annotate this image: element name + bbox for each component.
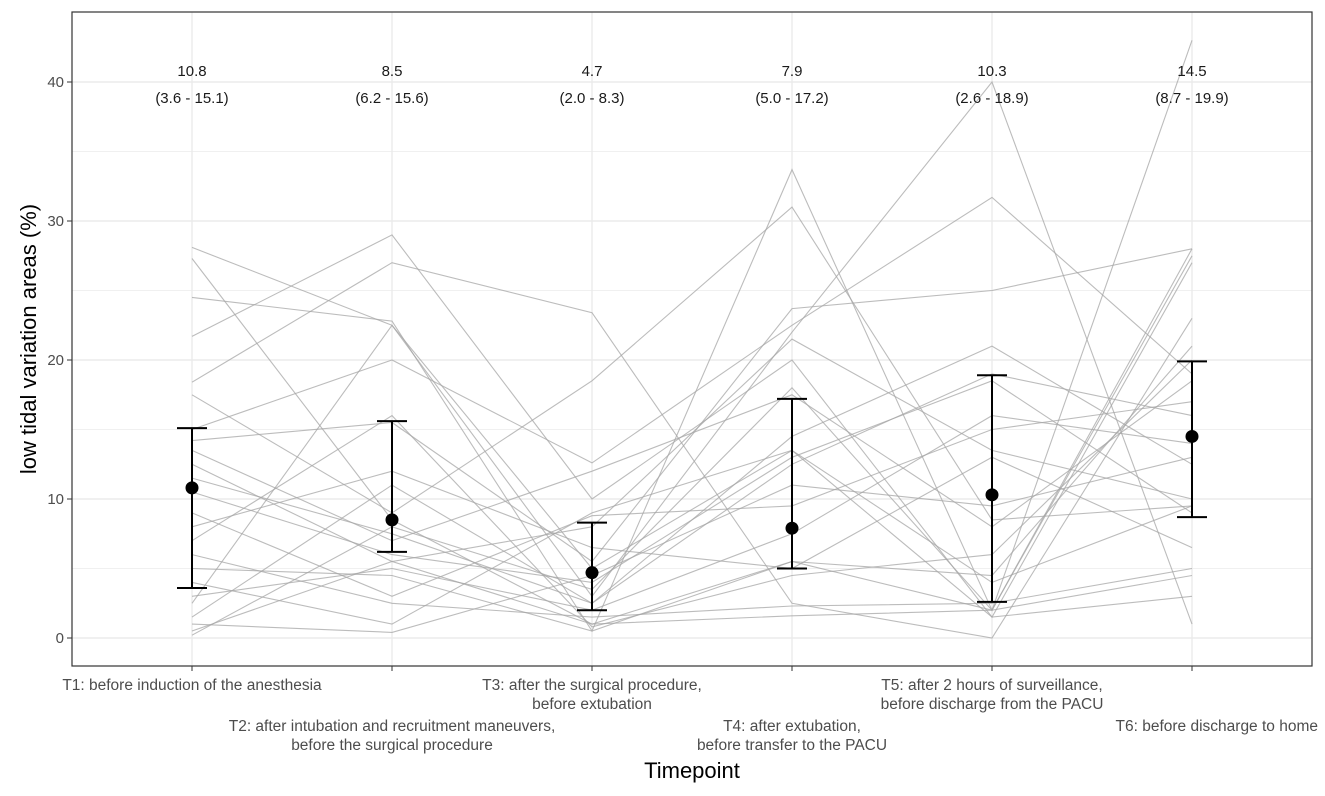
median-label: 4.7	[582, 63, 603, 80]
individual-series-line	[191, 345, 1193, 632]
range-label: (5.0 - 17.2)	[755, 90, 828, 107]
median-label: 14.5	[1177, 63, 1206, 80]
individual-series-line	[191, 80, 1193, 625]
individual-series-lines	[191, 40, 1193, 639]
median-label: 10.3	[977, 63, 1006, 80]
individual-series-line	[191, 248, 1193, 563]
individual-series-line	[191, 324, 1193, 604]
x-axis-title: Timepoint	[644, 758, 740, 783]
summary-errorbars	[177, 360, 1207, 612]
median-point	[385, 513, 399, 527]
y-tick-label: 10	[47, 491, 64, 508]
individual-series-line	[191, 255, 1193, 636]
individual-series-line	[191, 373, 1193, 618]
individual-series-line	[191, 456, 1193, 633]
x-tick-label: T6: before discharge to home	[1116, 718, 1318, 735]
x-tick-label: before extubation	[532, 696, 652, 713]
x-tick-label: T2: after intubation and recruitment man…	[229, 718, 556, 735]
individual-series-line	[191, 206, 1193, 521]
y-tick-label: 0	[56, 630, 64, 647]
median-point	[585, 566, 599, 580]
y-axis-title: low tidal variation areas (%)	[16, 204, 41, 474]
individual-series-line	[191, 248, 1193, 625]
median-label: 7.9	[782, 63, 803, 80]
median-point	[1185, 429, 1199, 443]
x-tick-label: before transfer to the PACU	[697, 737, 887, 754]
y-tick-label: 30	[47, 213, 64, 230]
range-label: (6.2 - 15.6)	[355, 90, 428, 107]
y-axis: 0 10 20 30 40	[47, 74, 72, 647]
individual-series-line	[191, 40, 1193, 633]
y-tick-label: 20	[47, 352, 64, 369]
individual-series-line	[191, 415, 1193, 611]
plot-panel-border	[71, 11, 1313, 667]
y-tick-label: 40	[47, 74, 64, 91]
range-label: (3.6 - 15.1)	[155, 90, 228, 107]
individual-series-line	[191, 554, 1193, 618]
range-label: (2.0 - 8.3)	[559, 90, 624, 107]
individual-series-line	[191, 456, 1193, 570]
median-label: 10.8	[177, 63, 206, 80]
grid	[72, 12, 1312, 666]
median-point	[985, 488, 999, 502]
individual-series-line	[191, 401, 1193, 597]
range-label: (8.7 - 19.9)	[1155, 90, 1228, 107]
x-tick-label: T4: after extubation,	[723, 718, 861, 735]
individual-series-line	[191, 234, 1193, 619]
individual-series-line	[191, 262, 1193, 639]
x-axis: T1: before induction of the anesthesia T2…	[62, 666, 1318, 754]
range-label: (2.6 - 18.9)	[955, 90, 1028, 107]
x-tick-label: T3: after the surgical procedure,	[482, 677, 702, 694]
median-point	[185, 481, 199, 495]
individual-series-line	[191, 380, 1193, 583]
individual-series-line	[191, 359, 1193, 628]
median-point	[785, 521, 799, 535]
individual-series-line	[191, 449, 1193, 625]
x-tick-label: T5: after 2 hours of surveillance,	[881, 677, 1102, 694]
x-tick-label: T1: before induction of the anesthesia	[62, 677, 322, 694]
individual-series-line	[191, 560, 1193, 632]
x-tick-label: before the surgical procedure	[291, 737, 493, 754]
x-tick-label: before discharge from the PACU	[881, 696, 1104, 713]
median-annotations: 10.8 (3.6 - 15.1) 8.5 (6.2 - 15.6) 4.7 (2.0 -…	[155, 63, 1228, 107]
median-label: 8.5	[382, 63, 403, 80]
